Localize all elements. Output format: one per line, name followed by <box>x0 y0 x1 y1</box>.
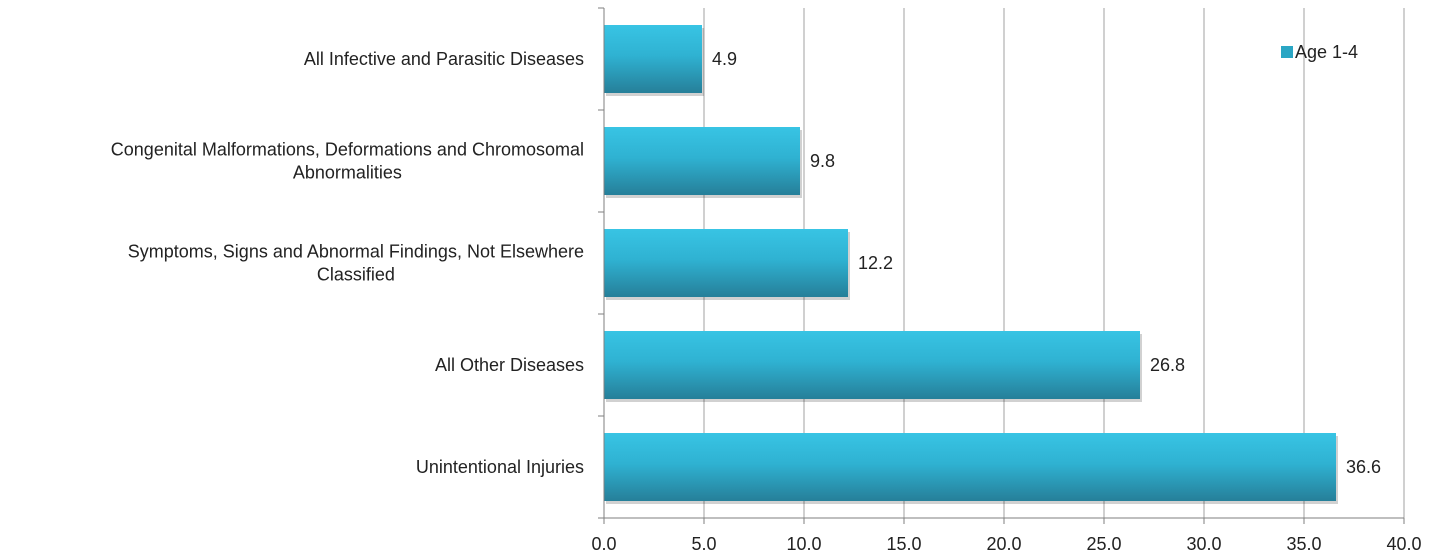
data-label: 36.6 <box>1346 457 1381 477</box>
bar <box>604 331 1140 399</box>
x-tick-label: 25.0 <box>1086 534 1121 554</box>
legend: Age 1-4 <box>1281 42 1358 62</box>
category-label: All Other Diseases <box>435 355 584 375</box>
category-label: All Infective and Parasitic Diseases <box>304 49 584 69</box>
category-label: Symptoms, Signs and Abnormal Findings, N… <box>128 242 584 285</box>
bars <box>604 25 1338 504</box>
x-tick-label: 10.0 <box>786 534 821 554</box>
bar <box>604 25 702 93</box>
legend-swatch <box>1281 46 1293 58</box>
x-tick-label: 35.0 <box>1286 534 1321 554</box>
bar <box>604 433 1336 501</box>
bar <box>604 229 848 297</box>
data-label: 26.8 <box>1150 355 1185 375</box>
data-label: 9.8 <box>810 151 835 171</box>
data-label: 4.9 <box>712 49 737 69</box>
category-label: Unintentional Injuries <box>416 457 584 477</box>
x-tick-label: 5.0 <box>691 534 716 554</box>
category-label: Congenital Malformations, Deformations a… <box>111 140 584 183</box>
x-tick-label: 30.0 <box>1186 534 1221 554</box>
bar <box>604 127 800 195</box>
x-tick-label: 40.0 <box>1386 534 1421 554</box>
x-tick-label: 15.0 <box>886 534 921 554</box>
legend-label: Age 1-4 <box>1295 42 1358 62</box>
x-tick-label: 0.0 <box>591 534 616 554</box>
data-label: 12.2 <box>858 253 893 273</box>
x-tick-label: 20.0 <box>986 534 1021 554</box>
